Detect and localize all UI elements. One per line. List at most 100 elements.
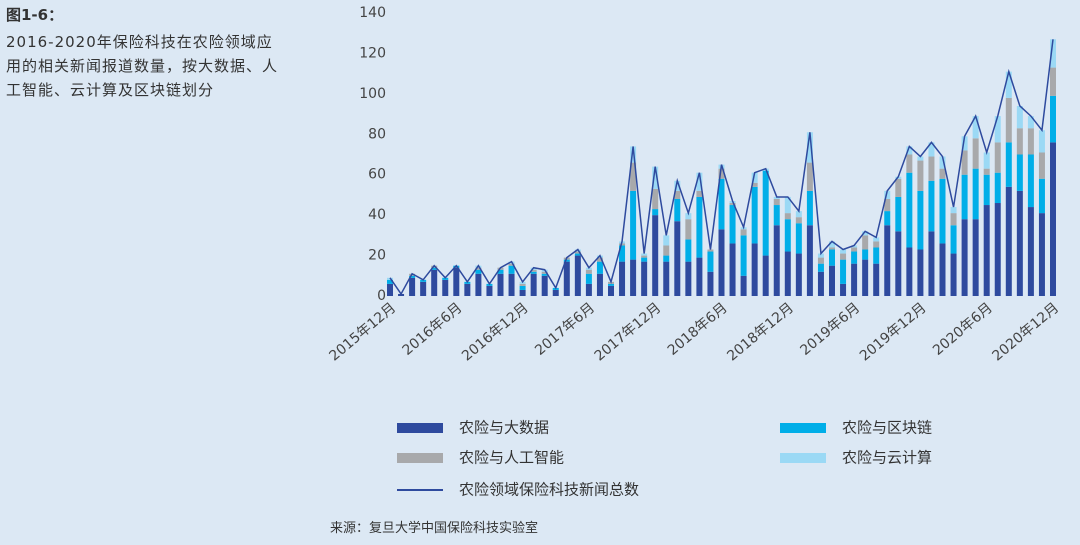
bar-segment bbox=[961, 219, 968, 296]
bar-segment bbox=[873, 237, 880, 242]
bar-segment bbox=[928, 180, 935, 232]
bar-segment bbox=[409, 277, 416, 296]
x-tick-label: 2016年6月 bbox=[400, 300, 466, 359]
bar-segment bbox=[784, 196, 791, 214]
bar-segment bbox=[806, 132, 813, 163]
bar-segment bbox=[928, 156, 935, 181]
bar-segment bbox=[862, 259, 869, 296]
bar-segment bbox=[950, 253, 957, 296]
bar-segment bbox=[563, 261, 570, 296]
bar-segment bbox=[917, 156, 924, 161]
legend-swatch bbox=[397, 453, 443, 463]
bar-segment bbox=[961, 150, 968, 175]
bar-segment bbox=[840, 253, 847, 260]
bar-segment bbox=[685, 213, 692, 220]
bar-segment bbox=[961, 136, 968, 151]
bar-segment bbox=[740, 235, 747, 276]
legend-label: 农险与云计算 bbox=[842, 449, 932, 467]
bar-segment bbox=[795, 223, 802, 254]
bar-segment bbox=[574, 251, 581, 254]
bar-segment bbox=[1050, 142, 1056, 296]
bar-segment bbox=[630, 259, 637, 296]
bar-segment bbox=[1050, 39, 1056, 68]
bar-segment bbox=[928, 231, 935, 296]
bar-segment bbox=[663, 245, 670, 256]
bar-segment bbox=[1016, 128, 1023, 155]
bar-segment bbox=[795, 253, 802, 296]
bar-segment bbox=[530, 273, 537, 296]
bar-segment bbox=[619, 261, 626, 296]
bar-segment bbox=[585, 283, 592, 296]
bar-segment bbox=[840, 249, 847, 254]
bar-segment bbox=[873, 241, 880, 248]
bar-segment bbox=[906, 247, 913, 296]
bar-segment bbox=[608, 283, 614, 286]
bar-segment bbox=[707, 251, 714, 272]
bar-segment bbox=[707, 249, 714, 252]
bar-segment bbox=[497, 269, 504, 274]
bar-segment bbox=[994, 172, 1001, 204]
bar-segment bbox=[619, 243, 626, 246]
bar-segment bbox=[928, 142, 935, 157]
bar-segment bbox=[917, 249, 924, 296]
bar-segment bbox=[773, 225, 780, 296]
bar-segment bbox=[685, 261, 692, 296]
x-tick-label: 2019年12月 bbox=[857, 300, 930, 365]
bar-segment bbox=[994, 142, 1001, 173]
bar-segment bbox=[1038, 130, 1045, 153]
bar-segment bbox=[530, 269, 537, 272]
bar-segment bbox=[1027, 207, 1034, 296]
bar-segment bbox=[873, 247, 880, 264]
bar-segment bbox=[906, 154, 913, 173]
bar-segment bbox=[431, 267, 438, 270]
bar-segment bbox=[652, 215, 659, 296]
bar-segment bbox=[596, 273, 603, 296]
legend-label: 农险与区块链 bbox=[842, 419, 932, 437]
bar-segment bbox=[420, 279, 427, 282]
bar-segment bbox=[917, 190, 924, 250]
bar-segment bbox=[519, 289, 526, 296]
y-tick-label: 100 bbox=[359, 86, 386, 102]
bar-segment bbox=[1050, 67, 1056, 96]
bar-segment bbox=[641, 261, 648, 296]
bar-segment bbox=[696, 257, 703, 296]
bar-segment bbox=[751, 243, 758, 296]
bar-segment bbox=[563, 259, 570, 262]
bar-segment bbox=[939, 178, 946, 244]
bar-segment bbox=[387, 279, 393, 284]
bar-segment bbox=[884, 225, 891, 296]
bar-segment bbox=[608, 285, 614, 296]
legend-swatch bbox=[780, 453, 826, 463]
bar-segment bbox=[795, 211, 802, 218]
bar-segment bbox=[895, 196, 902, 232]
bar-segment bbox=[663, 235, 670, 246]
total-line bbox=[389, 39, 1054, 296]
description: 2016-2020年保险科技在农险领域应用的相关新闻报道数量，按大数据、人工智能… bbox=[6, 33, 279, 99]
x-tick-label: 2019年6月 bbox=[797, 300, 863, 359]
x-tick-label: 2018年12月 bbox=[724, 300, 797, 365]
bar-segment bbox=[939, 168, 946, 179]
bar-segment bbox=[442, 279, 449, 296]
legend-label: 农险与人工智能 bbox=[459, 449, 564, 467]
bar-segment bbox=[1005, 186, 1012, 296]
bar-segment bbox=[917, 160, 924, 191]
bar-segment bbox=[508, 265, 515, 274]
bar-segment bbox=[972, 138, 979, 169]
bar-segment bbox=[552, 289, 559, 296]
bar-segment bbox=[972, 168, 979, 220]
bar-segment bbox=[641, 257, 648, 262]
x-tick-label: 2017年12月 bbox=[592, 300, 665, 365]
x-tick-label: 2018年6月 bbox=[665, 300, 731, 359]
bar-segment bbox=[895, 231, 902, 296]
x-tick-label: 2020年12月 bbox=[989, 300, 1062, 365]
bar-segment bbox=[530, 271, 537, 274]
bar-segment bbox=[486, 285, 493, 296]
bar-segment bbox=[630, 146, 637, 163]
bar-segment bbox=[585, 273, 592, 284]
y-tick-label: 120 bbox=[359, 45, 386, 61]
bar-segment bbox=[862, 249, 869, 260]
legend-swatch bbox=[780, 423, 826, 433]
bar-segment bbox=[729, 203, 736, 206]
bar-segment bbox=[983, 174, 990, 206]
